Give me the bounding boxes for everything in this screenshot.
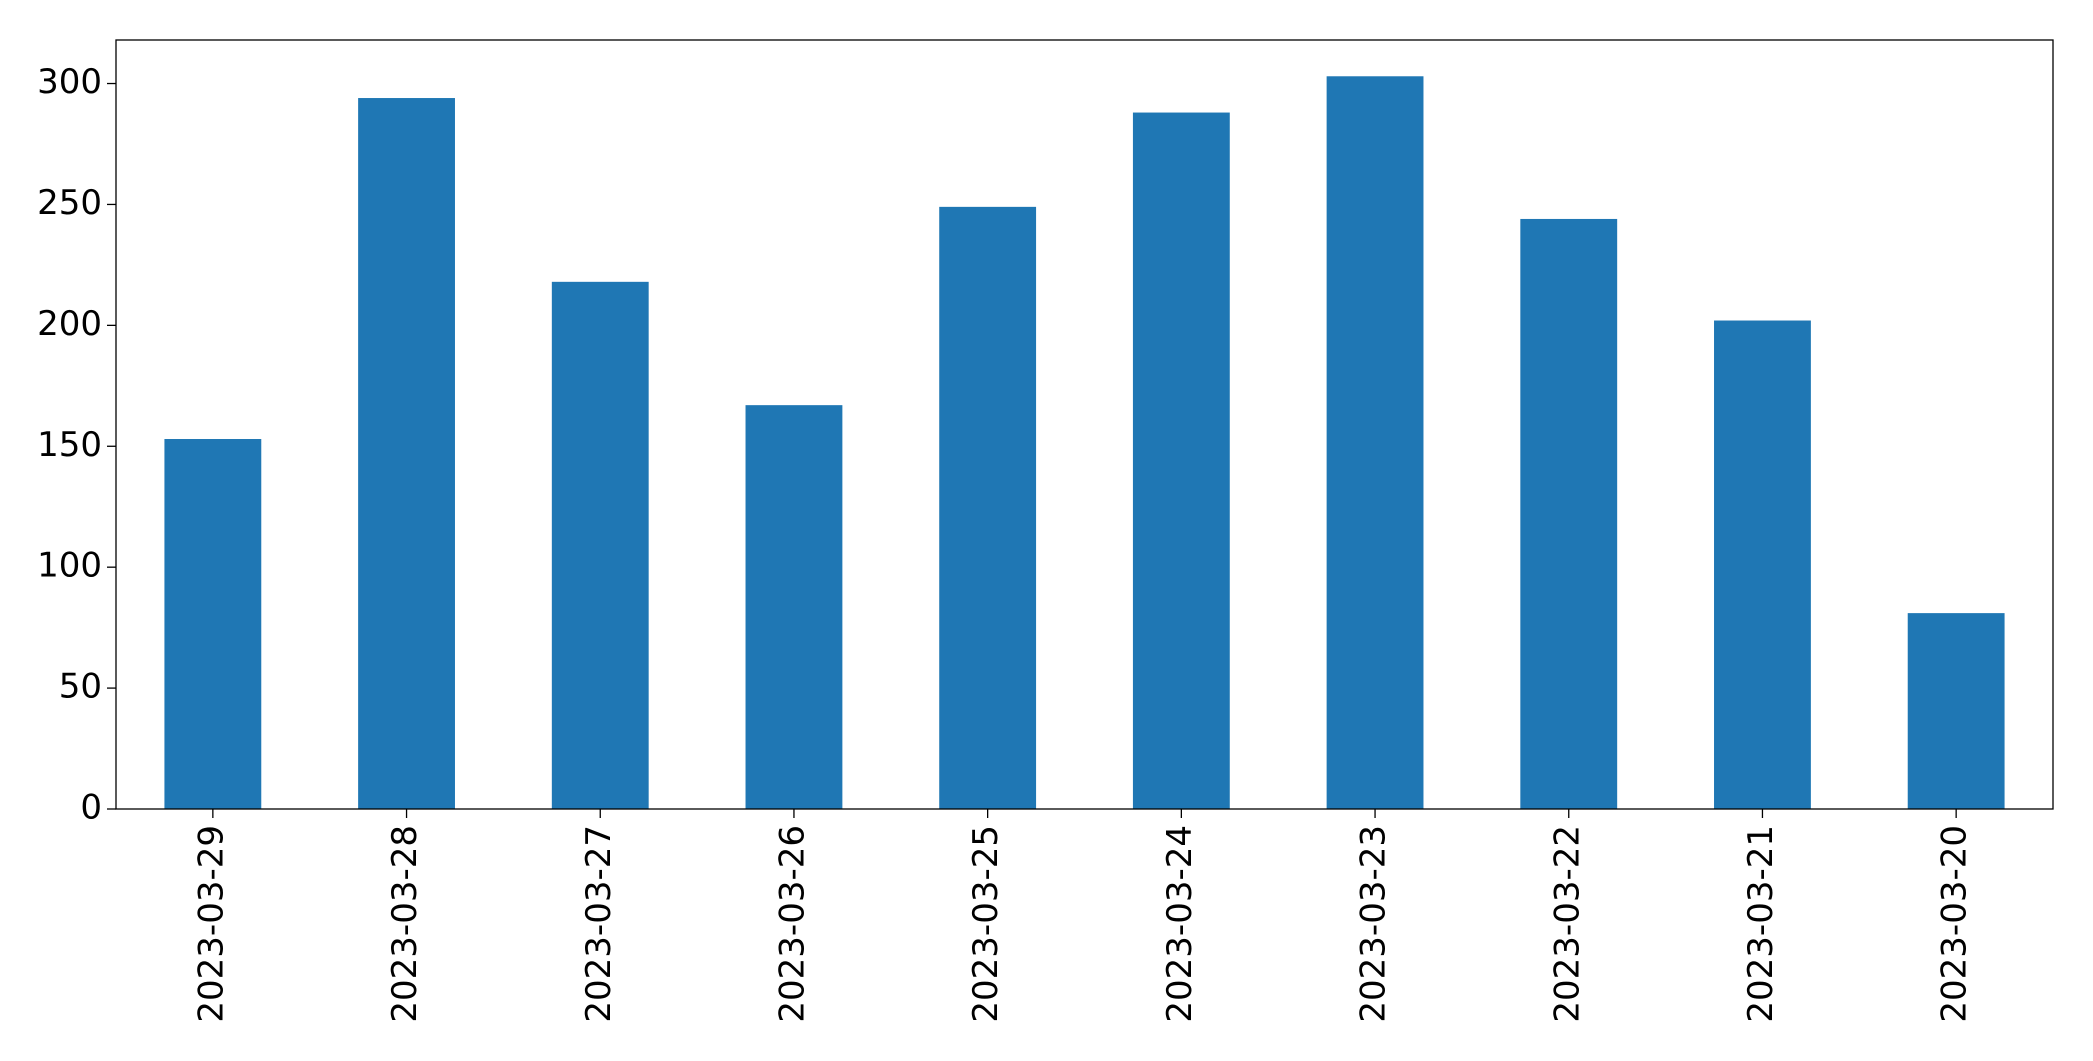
x-tick-label: 2023-03-20 [1935, 825, 1975, 1023]
y-tick-label: 200 [37, 304, 102, 344]
x-tick-label: 2023-03-29 [191, 825, 231, 1023]
x-tick-label: 2023-03-24 [1160, 825, 1200, 1023]
bar [164, 439, 262, 809]
y-tick-label: 150 [37, 425, 102, 465]
y-tick-label: 100 [37, 546, 102, 586]
x-tick-label: 2023-03-27 [579, 825, 619, 1023]
bar [1132, 112, 1230, 809]
x-tick-label: 2023-03-26 [772, 825, 812, 1023]
bar [745, 405, 843, 809]
y-tick-label: 0 [80, 788, 102, 828]
bar [939, 206, 1037, 809]
x-tick-label: 2023-03-23 [1354, 825, 1394, 1023]
bar [1907, 613, 2005, 809]
x-tick-label: 2023-03-28 [385, 825, 425, 1023]
y-tick-label: 50 [59, 667, 102, 707]
bar [551, 281, 649, 809]
x-tick-label: 2023-03-21 [1741, 825, 1781, 1023]
bar [1520, 218, 1618, 809]
y-tick-label: 300 [37, 62, 102, 102]
bar [1714, 320, 1811, 809]
bar [358, 98, 455, 810]
bar [1326, 76, 1424, 810]
x-tick-label: 2023-03-25 [966, 825, 1006, 1023]
x-tick-label: 2023-03-22 [1547, 825, 1587, 1023]
y-tick-label: 250 [37, 183, 102, 223]
plot-frame [115, 39, 2054, 810]
